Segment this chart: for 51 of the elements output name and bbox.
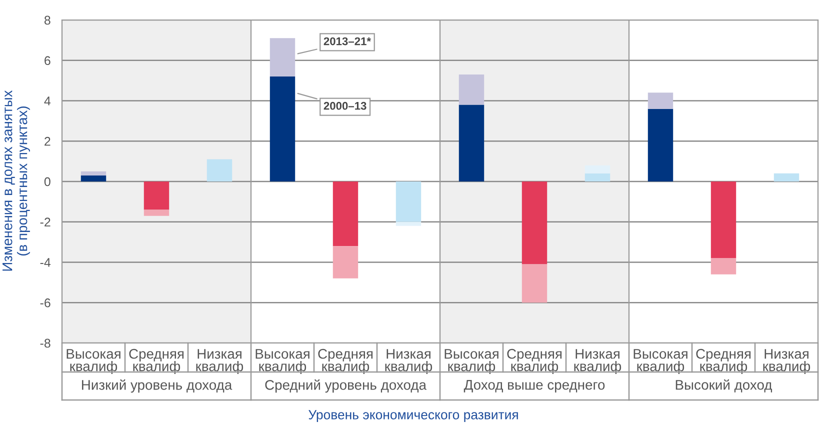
bar — [270, 38, 296, 77]
y-tick-label: -6 — [40, 298, 50, 308]
bar — [458, 74, 484, 105]
bar — [206, 159, 232, 182]
y-tick-label: -8 — [40, 338, 50, 348]
x-tick-label: Средняя квалиф — [507, 348, 562, 374]
x-tick-label: Низкая квалиф — [385, 349, 432, 374]
x-tick-label: Средняя квалиф — [318, 348, 373, 374]
x-axis-title: Доход выше среднего — [464, 380, 605, 392]
text: 2000–13 — [324, 102, 366, 110]
bar — [144, 210, 170, 216]
y-tick-label: 2 — [44, 136, 50, 146]
bar — [80, 175, 106, 182]
bar — [270, 76, 296, 182]
text: 2013–21* — [324, 37, 372, 46]
bar — [648, 108, 674, 182]
bar — [458, 104, 484, 182]
y-tick-label: -4 — [40, 258, 51, 267]
bar — [522, 182, 548, 264]
x-axis-title: Низкий уровень дохода — [82, 379, 232, 393]
x-axis-title: Высокий доход — [676, 379, 772, 392]
bar — [522, 264, 548, 303]
x-tick-label: Низкая квалиф — [196, 349, 244, 374]
y-tick-label: 0 — [44, 177, 50, 186]
y-tick-label: 6 — [44, 56, 50, 66]
bar — [584, 173, 610, 182]
bar — [710, 258, 736, 274]
x-tick-label: Низкая квалиф — [763, 349, 810, 374]
bar — [648, 92, 674, 109]
bar — [396, 182, 422, 222]
x-axis-title: Средний уровень дохода — [265, 379, 426, 393]
bar — [396, 222, 422, 226]
y-tick-label: -2 — [40, 218, 50, 226]
bar — [80, 171, 106, 176]
y-tick-label: 4 — [44, 96, 51, 106]
x-tick-label: Высокая квалиф — [66, 349, 120, 374]
bar — [584, 165, 610, 174]
bar — [332, 182, 358, 246]
y-axis-title: Изменения в долях занятых (в процентных пунктах) — [2, 90, 30, 271]
y-tick-label: 8 — [44, 16, 50, 25]
x-tick-label: Средняя квалиф — [129, 348, 184, 374]
x-tick-label: Средняя квалиф — [696, 348, 751, 374]
bar — [774, 173, 800, 182]
x-tick-label: Высокая квалиф — [444, 349, 498, 374]
bar — [332, 246, 358, 278]
text: Уровень экономического развития — [308, 410, 518, 422]
x-tick-label: Высокая квалиф — [634, 349, 688, 374]
x-tick-label: Высокая квалиф — [256, 349, 310, 374]
bar — [144, 182, 170, 210]
bar — [710, 182, 736, 258]
x-tick-label: Низкая квалиф — [574, 349, 622, 374]
